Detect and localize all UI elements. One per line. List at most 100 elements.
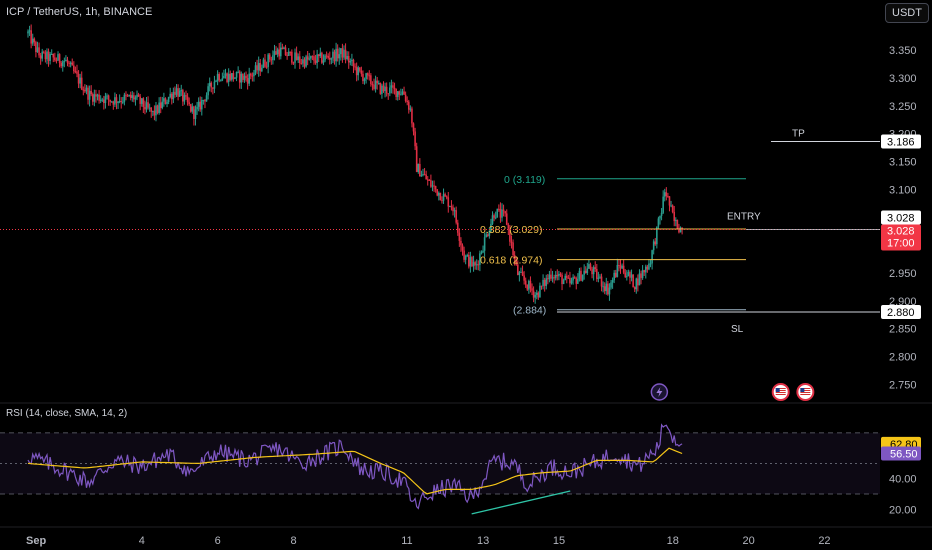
candle-body	[194, 109, 197, 119]
candle-body	[406, 100, 408, 102]
candle-body	[35, 42, 37, 53]
candle-body	[325, 55, 328, 57]
candle-body	[407, 101, 410, 110]
candle-body	[298, 56, 301, 63]
candle-body	[396, 91, 399, 97]
candle-body	[460, 240, 462, 246]
tp-label: TP	[792, 128, 805, 139]
price-axis-label: 2.850	[889, 324, 917, 336]
candle-body	[66, 59, 69, 63]
candle-body	[150, 107, 153, 112]
candle-body	[513, 255, 516, 260]
candle-body	[38, 47, 40, 56]
candle-body	[114, 97, 116, 105]
candle-body	[496, 208, 499, 218]
candle-body	[673, 212, 676, 222]
rsi-ma-line[interactable]	[27, 447, 683, 495]
currency-button[interactable]: USDT	[885, 3, 929, 23]
bar-countdown: 17:00	[887, 237, 915, 249]
tp-price-tag: 3.186	[887, 136, 915, 148]
fib-level-label: 0 (3.119)	[504, 174, 545, 186]
candle-body	[637, 278, 639, 286]
candle-body	[243, 75, 246, 80]
candle-body	[662, 196, 664, 213]
candle-body	[292, 62, 295, 64]
candle-body	[332, 51, 334, 59]
candle-body	[227, 73, 230, 82]
candle-body	[44, 52, 47, 60]
rsi-divergence-line[interactable]	[471, 490, 571, 515]
fib-level-label: 0.618 (2.974)	[480, 255, 542, 267]
candle-body	[362, 73, 364, 82]
candle-body	[284, 47, 287, 56]
candle-body	[607, 283, 609, 295]
candle-body	[261, 67, 263, 72]
candle-body	[616, 264, 619, 277]
candle-body	[240, 73, 243, 83]
candle-body	[174, 91, 176, 95]
candle-body	[591, 269, 593, 275]
candle-body	[419, 163, 421, 177]
candle-body	[392, 85, 394, 88]
candle-body	[517, 264, 519, 275]
candle-body	[643, 270, 645, 273]
candle-body	[675, 219, 677, 222]
candle-body	[68, 62, 70, 64]
candle-body	[347, 56, 350, 63]
candle-body	[445, 196, 448, 198]
candle-body	[297, 56, 299, 61]
candle-body	[414, 131, 416, 147]
candle-body	[539, 285, 541, 298]
candle-body	[125, 94, 127, 96]
rsi-title[interactable]: RSI (14, close, SMA, 14, 2)	[6, 408, 128, 419]
candle-body	[493, 215, 495, 218]
candle-body	[532, 290, 535, 298]
candle-body	[196, 106, 198, 110]
candle-body	[289, 51, 292, 53]
candle-body	[480, 252, 483, 254]
candle-body	[74, 71, 77, 73]
candle-body	[649, 263, 652, 265]
candle-body	[366, 73, 369, 76]
candle-body	[218, 74, 220, 81]
candle-body	[248, 73, 250, 84]
candle-body	[31, 38, 34, 44]
candle-body	[450, 206, 453, 208]
candle-body	[550, 274, 552, 279]
candle-body	[107, 95, 110, 100]
candle-body	[461, 245, 464, 251]
flag-stripe	[800, 392, 811, 393]
candle-body	[466, 254, 469, 256]
candle-body	[438, 192, 440, 196]
candle-body	[267, 54, 269, 67]
candle-body	[281, 47, 284, 50]
candle-body	[101, 99, 104, 101]
candle-body	[295, 52, 298, 61]
candle-body	[215, 80, 217, 82]
candle-body	[238, 71, 241, 83]
candle-body	[303, 59, 306, 67]
candle-body	[142, 98, 145, 108]
candle-body	[431, 185, 434, 187]
candle-body	[586, 268, 589, 274]
candle-body	[382, 85, 385, 92]
candle-body	[509, 228, 511, 242]
candle-body	[578, 270, 581, 279]
time-axis-label: 20	[742, 535, 754, 547]
candle-body	[498, 208, 500, 210]
candle-body	[164, 98, 167, 104]
symbol-header[interactable]: ICP / TetherUS, 1h, BINANCE	[6, 6, 153, 18]
candle-body	[63, 61, 66, 63]
candle-body	[491, 215, 494, 224]
candle-body	[663, 192, 666, 197]
candle-body	[207, 86, 209, 96]
candle-body	[551, 277, 554, 279]
candle-body	[401, 91, 404, 95]
candle-body	[257, 62, 260, 71]
candle-body	[545, 278, 548, 286]
candle-body	[597, 277, 600, 279]
candle-body	[374, 80, 377, 89]
rsi-line[interactable]	[27, 423, 683, 510]
candle-body	[264, 59, 266, 67]
